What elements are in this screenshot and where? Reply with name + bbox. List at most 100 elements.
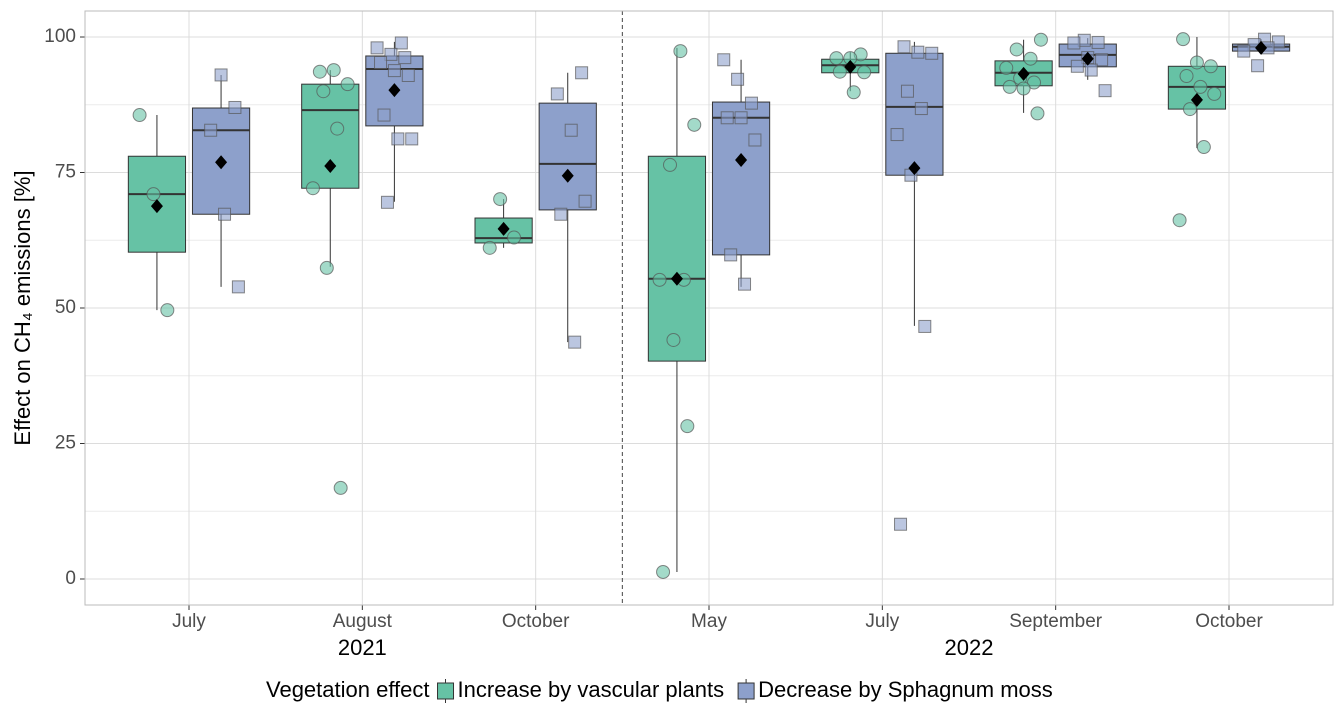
point: [377, 108, 391, 122]
point: [1203, 59, 1218, 74]
group-label: 2022: [945, 635, 994, 660]
point: [370, 41, 384, 55]
point: [738, 277, 752, 291]
point: [1084, 63, 1098, 77]
point: [1098, 84, 1112, 98]
point: [146, 187, 161, 202]
point: [374, 55, 388, 69]
point: [914, 102, 928, 116]
point: [228, 100, 242, 114]
mean: [844, 59, 857, 74]
point: [398, 51, 412, 65]
point: [330, 121, 345, 136]
point: [231, 280, 245, 294]
box: [885, 52, 944, 176]
y-tick-label: 100: [44, 26, 76, 47]
x-tick-label: October: [502, 611, 570, 632]
point: [1030, 106, 1045, 121]
group-label: 2021: [338, 635, 387, 660]
point: [1193, 79, 1208, 94]
point: [1070, 59, 1084, 73]
point: [1237, 44, 1251, 58]
point: [482, 240, 497, 255]
x-tick-label: July: [172, 611, 206, 632]
point: [857, 65, 872, 80]
mean: [1081, 51, 1094, 66]
y-tick-label: 50: [55, 297, 76, 318]
point: [218, 207, 232, 221]
point: [316, 84, 331, 99]
point: [1176, 32, 1191, 47]
box: [538, 102, 597, 211]
point: [1016, 81, 1031, 96]
x-tick-label: May: [691, 611, 727, 632]
mean: [670, 271, 683, 286]
point: [748, 133, 762, 147]
point: [731, 72, 745, 86]
box: [647, 155, 707, 362]
point: [1179, 69, 1194, 84]
point: [550, 87, 564, 101]
point: [387, 64, 401, 78]
point: [1009, 42, 1024, 57]
point: [894, 517, 908, 531]
mean: [1017, 66, 1030, 81]
point: [890, 128, 904, 142]
mean: [150, 199, 163, 214]
point: [132, 108, 147, 123]
panel-border: [84, 10, 1334, 606]
point: [1189, 55, 1204, 70]
mean: [561, 168, 574, 183]
point: [319, 260, 334, 275]
point: [312, 64, 327, 79]
x-tick-label: September: [1009, 611, 1103, 632]
point: [1067, 36, 1081, 50]
legend-label: Increase by vascular plants: [458, 677, 725, 702]
point: [652, 272, 667, 287]
y-tick-label: 25: [55, 433, 76, 454]
x-tick-label: August: [333, 611, 393, 632]
legend-label: Decrease by Sphagnum moss: [758, 677, 1053, 702]
point: [160, 303, 175, 318]
mean: [497, 221, 510, 236]
legend-key: [437, 682, 455, 700]
point: [1023, 51, 1038, 66]
point: [1002, 79, 1017, 94]
point: [401, 68, 415, 82]
point: [1095, 53, 1109, 67]
legend-key: [737, 682, 755, 700]
point: [1196, 140, 1211, 155]
point: [1027, 75, 1041, 90]
point: [673, 44, 688, 59]
point: [564, 123, 578, 137]
point: [305, 181, 320, 196]
point: [720, 111, 734, 125]
point: [507, 230, 521, 245]
point: [925, 46, 939, 60]
point: [405, 132, 419, 146]
point: [897, 40, 911, 54]
point: [568, 335, 582, 349]
point: [380, 195, 394, 209]
point: [214, 68, 228, 82]
point: [326, 63, 341, 78]
y-tick-label: 0: [65, 568, 76, 589]
y-tick-label: 75: [55, 162, 76, 183]
point: [911, 45, 925, 59]
point: [687, 117, 702, 132]
x-tick-label: July: [865, 611, 899, 632]
mean: [1190, 92, 1203, 107]
point: [575, 66, 589, 80]
mean: [388, 83, 401, 98]
mean: [1255, 40, 1268, 55]
point: [680, 419, 695, 434]
point: [384, 47, 398, 61]
point: [394, 36, 408, 50]
point: [734, 111, 748, 125]
y-axis-label: Effect on CH₄ emissions [%]: [10, 170, 35, 445]
mean: [324, 159, 337, 174]
point: [1183, 102, 1197, 117]
point: [999, 60, 1014, 75]
point: [391, 132, 405, 146]
